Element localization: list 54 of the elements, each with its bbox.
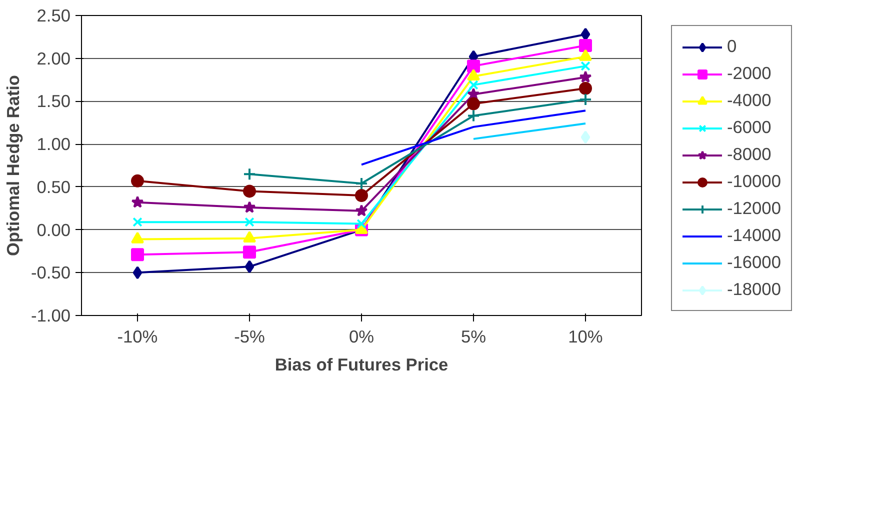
- point: [580, 28, 590, 41]
- point: [131, 174, 144, 188]
- y-tick-label: -0.50: [31, 262, 71, 283]
- legend-label: 0: [727, 36, 738, 57]
- point: [243, 246, 256, 259]
- point: [243, 184, 256, 198]
- legend-label: -14000: [727, 225, 781, 246]
- point: [243, 231, 256, 243]
- legend-label: -6000: [727, 117, 772, 138]
- legend-label: -8000: [727, 144, 772, 165]
- point: [579, 82, 592, 95]
- point: [355, 189, 368, 202]
- x-tick-label: 10%: [568, 326, 603, 346]
- point: [132, 217, 142, 227]
- point: [244, 217, 254, 227]
- point: [579, 49, 592, 61]
- point: [131, 196, 144, 208]
- point: [467, 60, 480, 73]
- point: [244, 260, 254, 274]
- y-axis-title: Optiomal Hedge Ratio: [3, 75, 24, 256]
- y-tick-label: -1.00: [31, 306, 71, 326]
- point: [580, 61, 590, 71]
- point: [580, 130, 590, 144]
- point: [243, 201, 256, 213]
- point: [131, 248, 144, 262]
- point: [467, 97, 480, 110]
- x-tick-label: -10%: [117, 326, 158, 346]
- y-tick-label: 2.00: [36, 48, 71, 68]
- y-tick-label: 2.50: [36, 6, 71, 26]
- legend-label: -2000: [727, 63, 772, 84]
- y-tick-label: 1.50: [36, 91, 71, 112]
- point: [356, 218, 366, 229]
- point: [467, 109, 480, 122]
- point: [467, 69, 480, 81]
- point: [132, 266, 142, 280]
- legend-label: -18000: [727, 279, 781, 300]
- point: [579, 93, 592, 106]
- point: [355, 177, 368, 190]
- x-tick-label: 0%: [348, 326, 374, 346]
- y-tick-label: 1.00: [36, 134, 71, 154]
- legend-label: -4000: [727, 90, 772, 111]
- legend-label: -12000: [727, 198, 781, 219]
- y-tick-label: 0.00: [36, 220, 71, 240]
- point: [355, 204, 368, 216]
- x-tick-label: -5%: [234, 326, 265, 346]
- legend-label: -16000: [727, 252, 781, 273]
- point: [579, 70, 592, 83]
- point: [243, 168, 256, 181]
- legend-label: -10000: [727, 171, 781, 192]
- y-tick-label: 0.50: [36, 176, 71, 197]
- point: [468, 80, 478, 90]
- point: [579, 39, 592, 52]
- x-axis-title: Bias of Futures Price: [274, 354, 449, 374]
- x-tick-label: 5%: [460, 326, 486, 346]
